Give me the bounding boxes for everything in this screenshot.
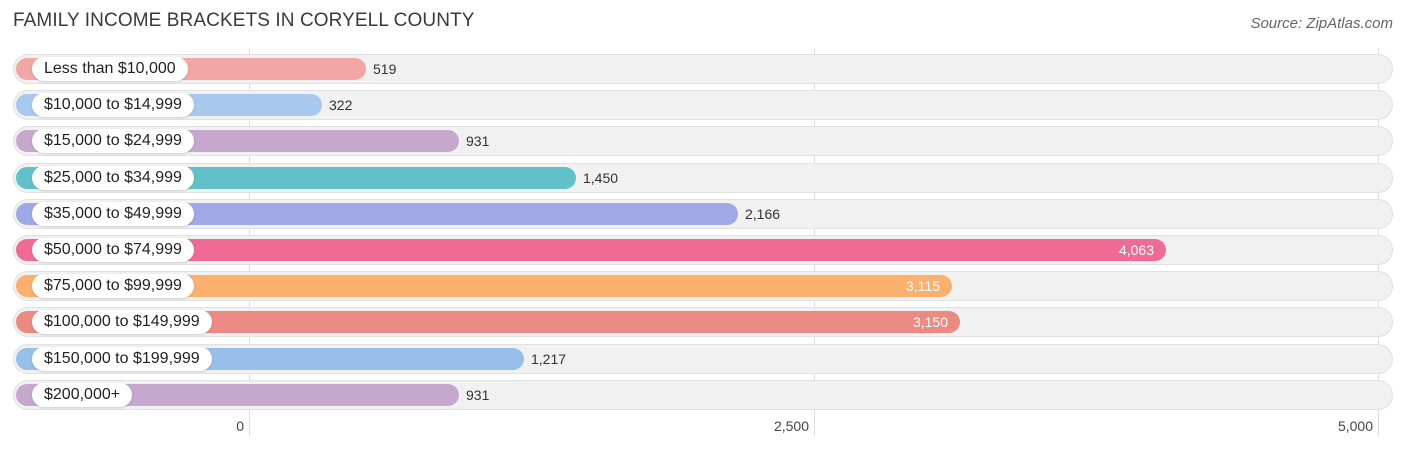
value-label: 4,063 (1118, 242, 1154, 258)
category-label: $25,000 to $34,999 (32, 166, 194, 190)
category-label: $150,000 to $199,999 (32, 347, 212, 371)
value-label: 931 (466, 133, 490, 149)
value-label: 322 (329, 97, 353, 113)
bar-row: $150,000 to $199,999 1,217 (13, 344, 1393, 374)
value-label: 519 (373, 61, 397, 77)
bar-row: $100,000 to $149,999 3,150 (13, 307, 1393, 337)
bar-row: $25,000 to $34,999 1,450 (13, 163, 1393, 193)
bar-row: $50,000 to $74,999 4,063 (13, 235, 1393, 265)
category-label: Less than $10,000 (32, 57, 188, 81)
chart-title: FAMILY INCOME BRACKETS IN CORYELL COUNTY (13, 10, 475, 31)
bar-row: $75,000 to $99,999 3,115 (13, 271, 1393, 301)
category-label: $15,000 to $24,999 (32, 129, 194, 153)
x-tick-label: 5,000 (1337, 418, 1373, 434)
bar-row: $10,000 to $14,999 322 (13, 90, 1393, 120)
value-label: 3,115 (906, 278, 940, 294)
category-label: $200,000+ (32, 383, 133, 407)
bar (16, 311, 960, 333)
bar (16, 239, 1166, 261)
chart-source: Source: ZipAtlas.com (1250, 15, 1393, 32)
category-label: $100,000 to $149,999 (32, 310, 212, 334)
value-label: 1,450 (583, 170, 619, 186)
bar-row: $15,000 to $24,999 931 (13, 126, 1393, 156)
x-tick-label: 2,500 (773, 418, 809, 434)
value-label: 2,166 (745, 206, 781, 222)
value-label: 1,217 (531, 351, 567, 367)
bar-row: Less than $10,000 519 (13, 54, 1393, 84)
bar-row: $200,000+ 931 (13, 380, 1393, 410)
category-label: $10,000 to $14,999 (32, 93, 194, 117)
x-tick-label: 0 (236, 418, 244, 434)
bar-row: $35,000 to $49,999 2,166 (13, 199, 1393, 229)
bar (16, 203, 738, 225)
category-label: $75,000 to $99,999 (32, 274, 194, 298)
value-label: 931 (466, 387, 490, 403)
category-label: $50,000 to $74,999 (32, 238, 194, 262)
category-label: $35,000 to $49,999 (32, 202, 194, 226)
value-label: 3,150 (912, 314, 948, 330)
bar (16, 275, 952, 297)
